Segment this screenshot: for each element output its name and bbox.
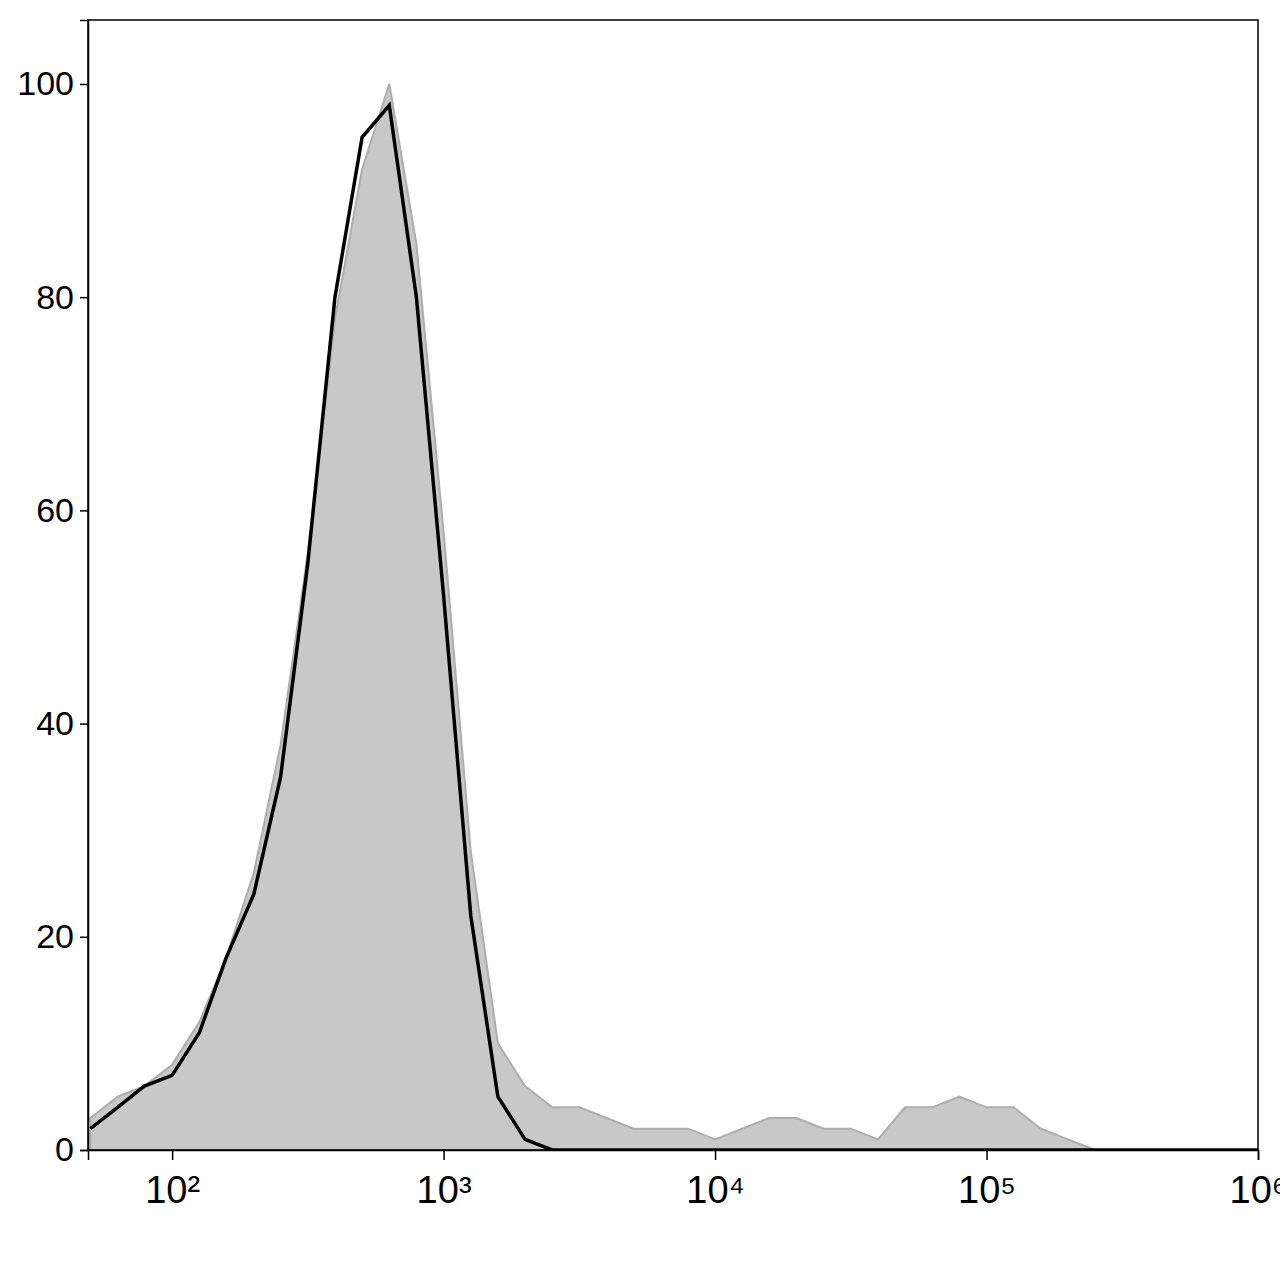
histogram-line — [90, 105, 1258, 1150]
y-tick-label: 60 — [36, 491, 74, 529]
plot-area — [90, 84, 1258, 1150]
x-tick: 10⁵ — [958, 1150, 1016, 1211]
y-tick-label: 80 — [36, 278, 74, 316]
x-tick-label: 10⁵ — [958, 1169, 1016, 1211]
y-tick-mark — [80, 723, 88, 725]
y-tick-label: 100 — [17, 64, 74, 102]
y-axis: 0 20 40 60 80 100 — [17, 21, 88, 1169]
histogram-area — [90, 84, 1258, 1150]
y-tick-label: 40 — [36, 704, 74, 742]
x-tick: 10³ — [417, 1150, 472, 1211]
x-tick-label: 10³ — [417, 1169, 472, 1211]
x-axis: 10² 10³ 10⁴ 10⁵ 10⁶ — [89, 1150, 1280, 1211]
x-tick: 10⁶ — [1230, 1150, 1280, 1211]
x-tick-label: 10⁴ — [686, 1169, 745, 1211]
plot-frame — [88, 20, 1258, 1150]
x-tick-mark — [443, 1150, 445, 1160]
x-tick-mark — [1258, 1150, 1260, 1160]
y-tick-mark — [80, 510, 88, 512]
y-tick: 20 — [36, 917, 88, 955]
x-tick-mark — [172, 1150, 174, 1160]
x-axis-line — [89, 1151, 1259, 1161]
y-tick: 0 — [55, 1130, 88, 1168]
x-tick-label: 10² — [145, 1169, 200, 1211]
y-tick-label: 20 — [36, 917, 74, 955]
x-tick: 10⁴ — [686, 1150, 745, 1211]
chart: 10² 10³ 10⁴ 10⁵ 10⁶ 0 20 40 60 80 100 — [0, 0, 1280, 1280]
y-tick: 80 — [36, 278, 88, 316]
x-tick: 10² — [145, 1150, 200, 1211]
x-tick-label: 10⁶ — [1230, 1169, 1280, 1211]
x-tick-mark — [986, 1150, 988, 1160]
x-tick-mark — [715, 1150, 717, 1160]
y-axis-line — [80, 21, 89, 1151]
y-tick-mark — [80, 84, 88, 86]
y-tick: 40 — [36, 704, 88, 742]
y-tick-label: 0 — [55, 1130, 74, 1168]
y-tick-mark — [80, 1150, 88, 1152]
y-tick-mark — [80, 937, 88, 939]
y-tick: 60 — [36, 491, 88, 529]
y-tick: 100 — [17, 64, 88, 102]
y-tick-mark — [80, 297, 88, 299]
